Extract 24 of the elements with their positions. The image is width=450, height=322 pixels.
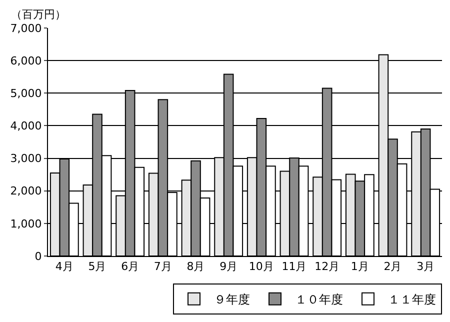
x-tick-label: 6月	[121, 260, 140, 274]
x-tick-label: 12月	[314, 260, 340, 274]
y-tick-label: 5,000	[10, 86, 42, 100]
x-tick-label: 7月	[154, 260, 172, 274]
x-tick-label: 8月	[186, 260, 205, 274]
y-tick-label: 7,000	[10, 22, 42, 35]
y-tick-label: 1,000	[10, 217, 42, 230]
legend-label: １１年度	[388, 292, 436, 307]
y-tick-label: 3,000	[10, 152, 42, 166]
x-tick-label: 4月	[55, 260, 74, 274]
legend-label: ９年度	[214, 292, 250, 307]
x-tick-label: 2月	[384, 260, 402, 274]
y-tick-label: 0	[34, 250, 42, 263]
y-tick-label: 2,000	[10, 184, 42, 198]
y-axis-title: （百万円）	[11, 8, 66, 21]
x-tick-label: 11月	[282, 260, 307, 274]
x-tick-label: 10月	[248, 260, 274, 274]
y-tick-label: 4,000	[10, 120, 42, 133]
x-tick-label: 1月	[350, 260, 369, 274]
x-tick-label: 5月	[88, 260, 106, 274]
x-tick-label: 3月	[416, 260, 435, 274]
y-tick-label: 6,000	[10, 54, 42, 68]
legend-label: １０年度	[295, 292, 343, 307]
x-tick-label: 9月	[220, 260, 238, 274]
